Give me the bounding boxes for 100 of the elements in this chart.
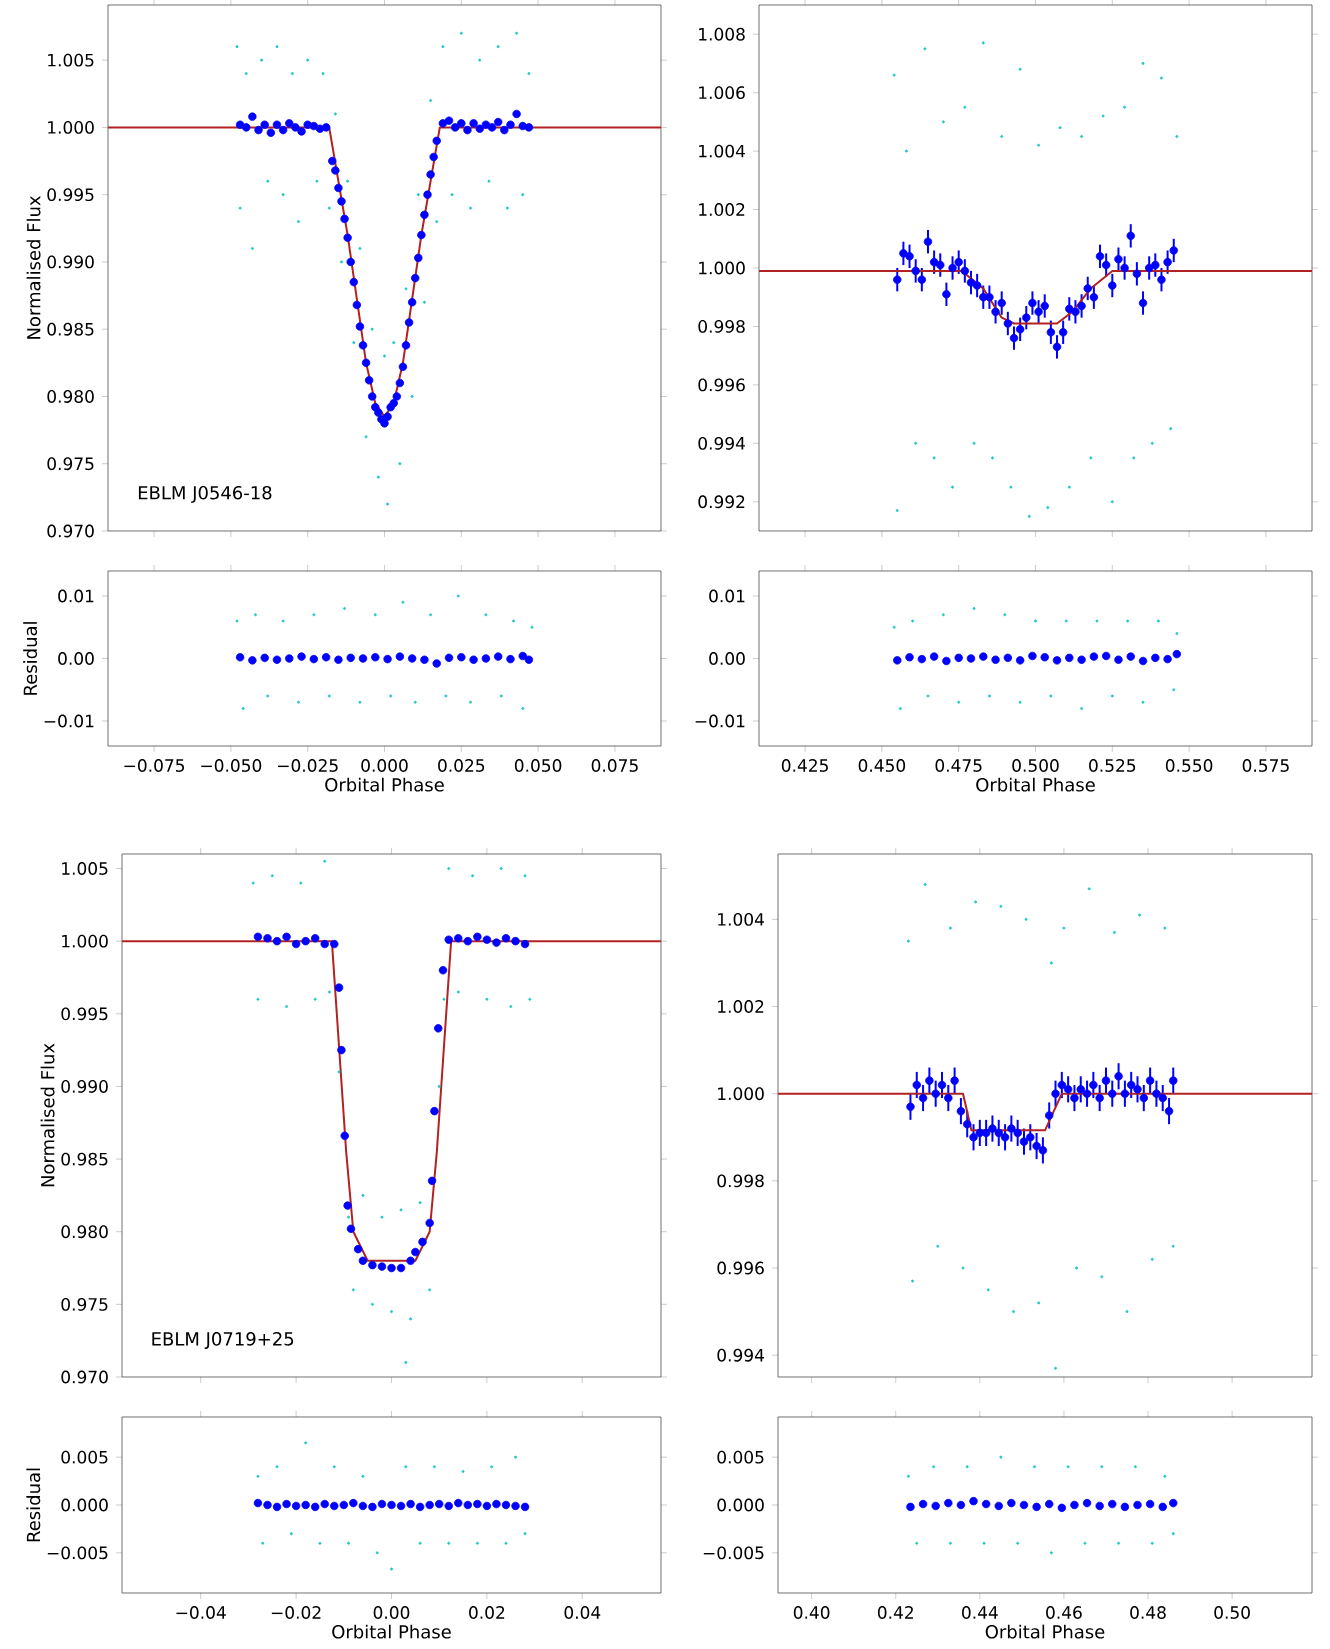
point (450, 193, 454, 197)
point (899, 249, 908, 258)
point (1125, 1310, 1129, 1314)
y-tick-label: 0.980 (47, 390, 94, 403)
point (487, 179, 491, 183)
point (404, 1360, 408, 1364)
point (358, 1501, 368, 1511)
point (321, 653, 331, 662)
point (1083, 284, 1092, 293)
point (1070, 1500, 1079, 1510)
point (1018, 700, 1022, 704)
point (1032, 1502, 1041, 1512)
point (437, 1084, 441, 1088)
point (1126, 619, 1130, 623)
point (1062, 926, 1066, 930)
point (244, 72, 248, 76)
point (932, 456, 936, 460)
x-axis-title: Orbital Phase (332, 1624, 451, 1639)
point (904, 149, 908, 153)
y-tick-label: 0.994 (698, 436, 745, 450)
point (478, 58, 482, 62)
point (956, 1500, 966, 1510)
point (1133, 1085, 1142, 1094)
x-tick-label: 0.40 (793, 1606, 830, 1619)
x-tick-label: 0.04 (564, 1606, 601, 1619)
point (1163, 257, 1172, 267)
point (981, 1499, 991, 1509)
y-axis-title: Residual (23, 622, 38, 695)
point (1057, 1080, 1067, 1090)
point (1139, 1093, 1149, 1103)
point (327, 206, 331, 210)
point (926, 694, 930, 698)
point (912, 1080, 921, 1090)
point (406, 1499, 415, 1509)
y-tick-label: 1.004 (699, 144, 745, 158)
point (932, 1465, 936, 1469)
point (390, 1310, 393, 1314)
point (521, 193, 525, 197)
point (1083, 1541, 1087, 1545)
y-tick-label: 0.996 (698, 378, 745, 392)
point (501, 1500, 511, 1510)
x-tick-label: −0.04 (176, 1606, 226, 1619)
point (1000, 134, 1004, 138)
point (444, 935, 453, 944)
point (347, 1541, 351, 1545)
point (248, 656, 257, 665)
x-axis-title: Orbital Phase (325, 777, 444, 792)
point (1172, 688, 1176, 692)
y-tick-label: 1.000 (48, 120, 94, 134)
x-tick-label: 0.42 (877, 1606, 913, 1619)
point (1123, 105, 1127, 109)
point (469, 206, 473, 210)
point (1013, 1128, 1022, 1138)
point (430, 1106, 439, 1116)
point (401, 600, 405, 604)
point (407, 654, 417, 663)
x-tick-label: 0.50 (1214, 1606, 1250, 1619)
point (956, 1106, 966, 1116)
point (368, 1502, 377, 1512)
point (1171, 1532, 1175, 1536)
point (981, 41, 985, 45)
point (309, 654, 319, 664)
point (1163, 1474, 1167, 1478)
point (1169, 1076, 1178, 1085)
point (987, 694, 991, 698)
point (1150, 441, 1154, 445)
point (395, 652, 405, 661)
point (518, 651, 527, 661)
point (475, 1541, 479, 1545)
point (263, 1500, 272, 1510)
y-tick-label: 0.985 (47, 322, 94, 336)
point (917, 275, 927, 284)
point (1114, 255, 1123, 264)
point (911, 619, 915, 623)
point (966, 654, 976, 663)
point (410, 394, 414, 398)
point (1172, 649, 1182, 659)
point (1034, 619, 1038, 623)
point (929, 652, 939, 661)
point (275, 45, 279, 49)
point (1019, 1137, 1029, 1146)
point (373, 613, 377, 617)
point (1169, 246, 1178, 255)
y-tick-label: 0.998 (698, 320, 745, 333)
point (380, 1215, 384, 1219)
point (318, 1541, 322, 1545)
point (296, 700, 300, 704)
point (1169, 427, 1173, 431)
point (272, 936, 282, 946)
point (941, 120, 945, 124)
point (310, 934, 320, 943)
point (406, 1256, 415, 1265)
y-tick-label: 0.995 (61, 1007, 108, 1021)
point (1108, 1089, 1117, 1098)
point (1087, 887, 1091, 891)
point (1117, 1541, 1121, 1545)
point (323, 859, 327, 863)
point (418, 1201, 422, 1205)
y-tick-label: 0.005 (717, 1450, 764, 1464)
point (337, 1045, 346, 1055)
